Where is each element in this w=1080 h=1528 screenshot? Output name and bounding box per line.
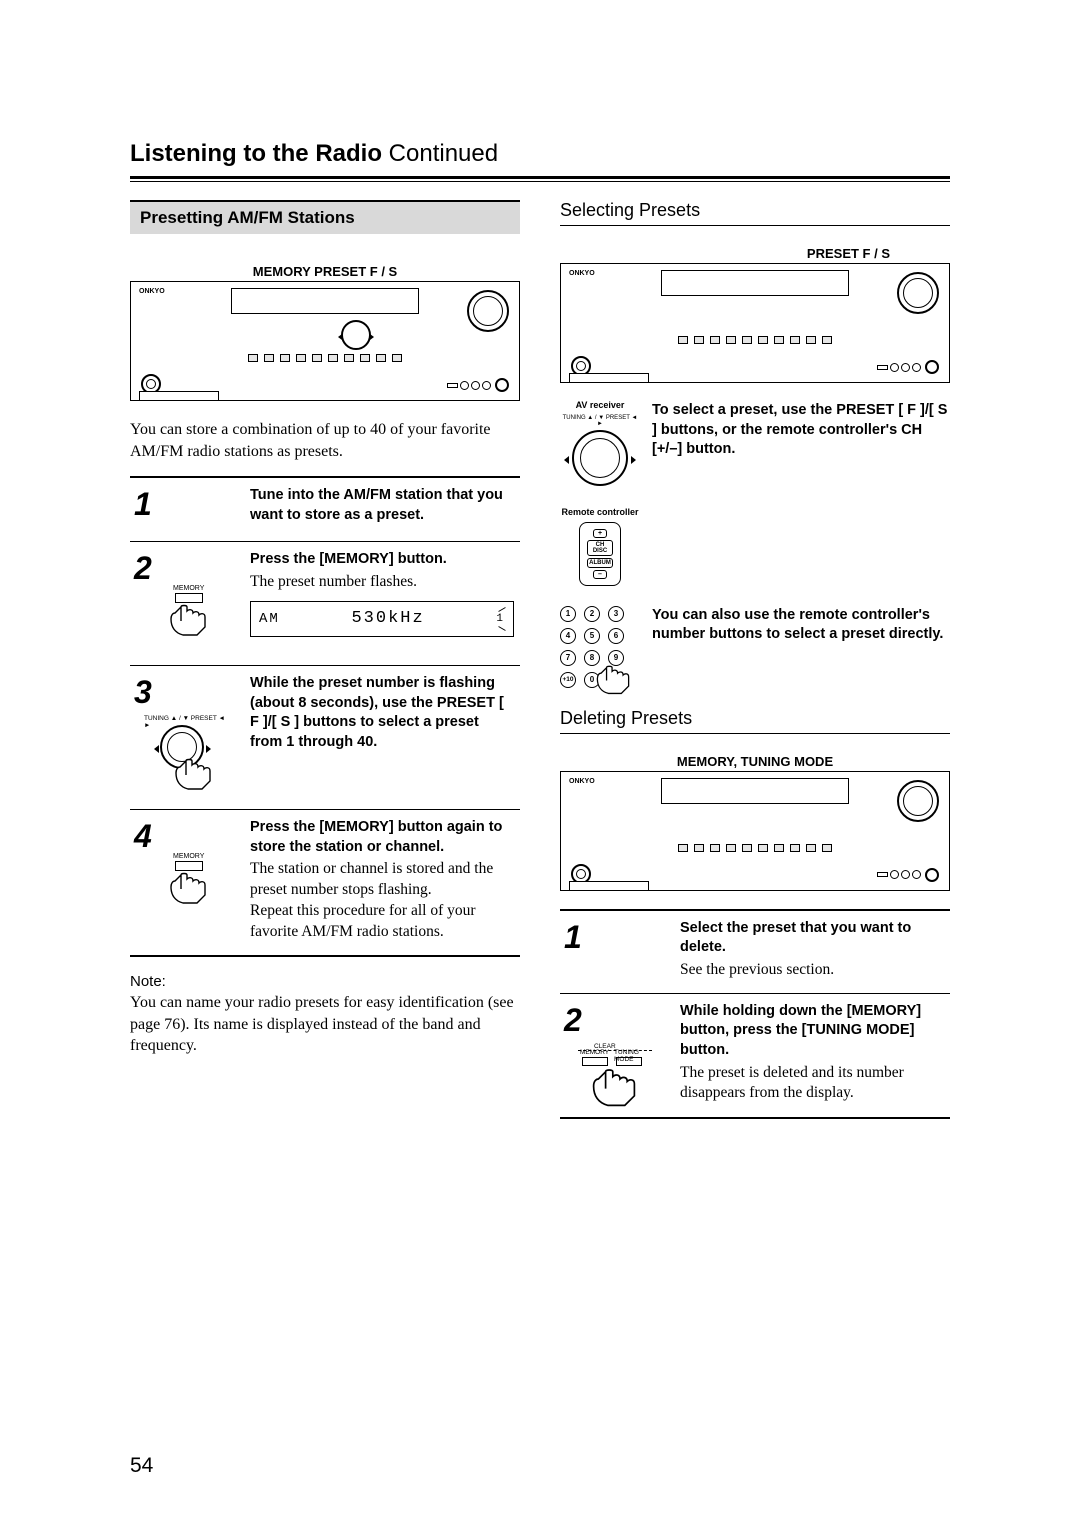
- info-text: To select a preset, use the PRESET [ F ]…: [652, 401, 950, 488]
- button-row-icon: [601, 336, 909, 348]
- step-text: The preset is deleted and its number dis…: [680, 1063, 944, 1105]
- jog-sublabel: TUNING ▲ / ▼ PRESET ◄ ►: [560, 415, 640, 427]
- num-btn: 6: [608, 628, 624, 644]
- step-row: 2 MEMORY Press the [MEMORY] button. The …: [130, 541, 520, 665]
- lcd-display-icon: AM 530kHz 1: [250, 601, 514, 637]
- button-label: MEMORY: [173, 853, 204, 860]
- info-row-numpad: 1 2 3 4 5 6 7 8 9 +10 0 You can also use…: [560, 606, 950, 688]
- volume-knob-icon: [467, 290, 509, 332]
- remote-btn-ch: CH DISC: [587, 540, 613, 556]
- button-row-icon: [601, 844, 909, 856]
- step-instruction: While holding down the [MEMORY] button, …: [680, 1002, 944, 1061]
- press-memory-icon: MEMORY: [145, 861, 225, 921]
- right-column: Selecting Presets PRESET F / S ONKYO AV …: [560, 200, 950, 1119]
- info-text: You can also use the remote controller's…: [652, 606, 950, 688]
- section-bar-presetting: Presetting AM/FM Stations: [130, 200, 520, 234]
- num-btn: 5: [584, 628, 600, 644]
- remote-btn-album: ALBUM: [587, 558, 613, 568]
- memory-preset-label: MEMORY PRESET F / S: [130, 264, 520, 279]
- num-btn: +10: [560, 672, 576, 688]
- front-flap-icon: [569, 881, 649, 891]
- left-column: Presetting AM/FM Stations MEMORY PRESET …: [130, 200, 520, 1119]
- memory-tuning-label: MEMORY, TUNING MODE: [560, 754, 950, 769]
- num-btn: 7: [560, 650, 576, 666]
- volume-knob-icon: [897, 272, 939, 314]
- step-instruction: While the preset number is flashing (abo…: [250, 674, 514, 752]
- step-number: 3: [134, 674, 152, 711]
- step-row: 1 Tune into the AM/FM station that you w…: [130, 478, 520, 541]
- volume-knob-icon: [897, 780, 939, 822]
- step-text: The preset number flashes.: [250, 572, 514, 593]
- info-row-remote: Remote controller + CH DISC ALBUM –: [560, 508, 950, 586]
- delete-steps-table: 1 Select the preset that you want to del…: [560, 909, 950, 1119]
- front-flap-icon: [139, 391, 219, 401]
- step-instruction: Press the [MEMORY] button.: [250, 550, 514, 570]
- num-btn: 1: [560, 606, 576, 622]
- intro-text: You can store a combination of up to 40 …: [130, 419, 520, 462]
- memory-label: MEMORY: [580, 1049, 609, 1056]
- step-number: 4: [134, 818, 152, 855]
- receiver-diagram: ONKYO: [130, 281, 520, 401]
- step-row: 2 CLEAR MEMORY TUNING MODE While holding…: [560, 993, 950, 1117]
- step-row: 3 TUNING ▲ / ▼ PRESET ◄ ► While the pres…: [130, 665, 520, 809]
- step-number: 2: [134, 550, 152, 587]
- lcd-frequency: 530kHz: [351, 609, 424, 628]
- step-instruction: Select the preset that you want to delet…: [680, 919, 944, 958]
- remote-btn-plus: +: [593, 529, 607, 538]
- step-number: 1: [134, 486, 152, 523]
- step-number: 2: [564, 1002, 582, 1039]
- num-btn: 3: [608, 606, 624, 622]
- front-flap-icon: [569, 373, 649, 383]
- button-row-icon: [171, 354, 479, 366]
- page-title-bold: Listening to the Radio: [130, 140, 382, 167]
- step-text: The station or channel is stored and the…: [250, 859, 514, 943]
- preset-steps-table: 1 Tune into the AM/FM station that you w…: [130, 476, 520, 957]
- num-btn: 4: [560, 628, 576, 644]
- subheading-selecting: Selecting Presets: [560, 200, 950, 221]
- receiver-diagram: ONKYO: [560, 771, 950, 891]
- two-button-press-icon: CLEAR MEMORY TUNING MODE: [570, 1045, 660, 1105]
- jog-dial-press-icon: TUNING ▲ / ▼ PRESET ◄ ►: [140, 717, 230, 797]
- step-number: 1: [564, 919, 582, 956]
- step-instruction: Press the [MEMORY] button again to store…: [250, 818, 514, 857]
- rule: [560, 733, 950, 734]
- controls-icon: [877, 868, 939, 882]
- remote-icon: + CH DISC ALBUM –: [579, 522, 621, 586]
- caption-av-receiver: AV receiver: [560, 401, 640, 411]
- info-row-av-receiver: AV receiver TUNING ▲ / ▼ PRESET ◄ ► To s…: [560, 401, 950, 488]
- display-panel: [231, 288, 419, 314]
- display-panel: [661, 778, 849, 804]
- display-panel: [661, 270, 849, 296]
- receiver-diagram: ONKYO: [560, 263, 950, 383]
- step-instruction: Tune into the AM/FM station that you wan…: [250, 486, 514, 525]
- step-row: 4 MEMORY Press the [MEMORY] button again…: [130, 809, 520, 955]
- num-btn: 2: [584, 606, 600, 622]
- step-text: See the previous section.: [680, 960, 944, 981]
- page-title-continued: Continued: [389, 140, 498, 167]
- rule: [560, 225, 950, 226]
- caption-remote: Remote controller: [560, 508, 640, 518]
- lcd-band: AM: [259, 611, 280, 627]
- lcd-preset-num: 1: [496, 613, 505, 625]
- page-title: Listening to the Radio Continued: [130, 140, 950, 168]
- controls-icon: [447, 378, 509, 392]
- jog-dial-icon: [341, 320, 371, 350]
- arrows-icon: [560, 478, 640, 488]
- preset-label: PRESET F / S: [560, 246, 950, 261]
- note-heading: Note:: [130, 973, 520, 990]
- button-label: MEMORY: [173, 585, 204, 592]
- page-number: 54: [130, 1454, 153, 1478]
- subheading-deleting: Deleting Presets: [560, 708, 950, 729]
- note-body: You can name your radio presets for easy…: [130, 992, 520, 1057]
- remote-btn-minus: –: [593, 570, 607, 579]
- press-memory-icon: MEMORY: [145, 593, 225, 653]
- controls-icon: [877, 360, 939, 374]
- step-row: 1 Select the preset that you want to del…: [560, 911, 950, 993]
- title-rule: [130, 176, 950, 182]
